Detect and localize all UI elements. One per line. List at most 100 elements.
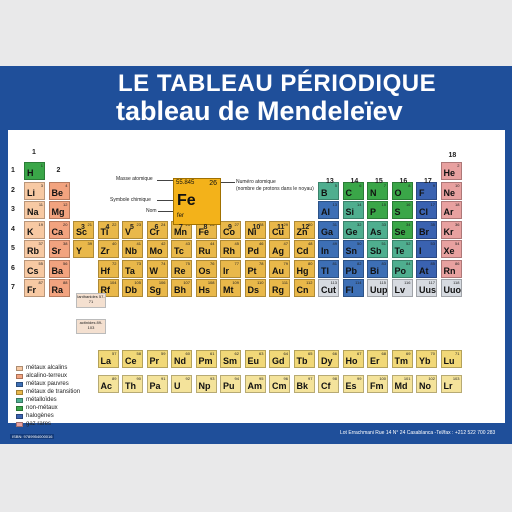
element-symbol: Te <box>394 246 405 256</box>
element-number: 19 <box>38 221 43 227</box>
element-symbol: Sn <box>345 246 358 256</box>
legend-item: métaux de transition <box>16 388 80 396</box>
element-number: 98 <box>332 376 337 381</box>
group-label: 3 <box>81 224 85 231</box>
legend-label: gaz rares <box>26 421 52 427</box>
element-at: 85 At <box>416 259 437 278</box>
legend-swatch <box>16 405 23 411</box>
legend-item: non-métaux <box>16 404 80 412</box>
element-symbol: Co <box>223 226 235 237</box>
element-number: 72 <box>112 260 117 266</box>
element-symbol: Cut <box>321 285 336 295</box>
element-symbol: Sm <box>223 356 238 366</box>
element-number: 30 <box>308 221 313 227</box>
element-number: 47 <box>283 241 288 246</box>
element-sr: 38 Sr <box>48 240 70 258</box>
element-symbol: Cl <box>419 207 428 217</box>
element-symbol: Np <box>198 381 211 391</box>
element-db: 105 Db <box>122 279 143 297</box>
element-fl: 114 Fl <box>342 279 364 297</box>
element-es: 99 Es <box>342 375 364 393</box>
element-symbol: Ta <box>125 265 135 276</box>
element-number: 87 <box>38 280 43 285</box>
element-symbol: I <box>419 246 422 256</box>
element-gd: 64 Gd <box>269 350 290 368</box>
element-y: 39 Y <box>73 240 94 258</box>
element-symbol: Th <box>125 381 136 391</box>
element-number: 1 <box>40 163 43 168</box>
element-symbol: Na <box>27 207 39 217</box>
element-number: 73 <box>136 260 141 266</box>
legend-swatch <box>16 389 23 395</box>
element-fm: 100 Fm <box>367 375 388 393</box>
element-number: 29 <box>283 221 288 227</box>
element-mo: 42 Mo <box>146 240 168 258</box>
element-pd: 46 Pd <box>244 240 266 258</box>
element-symbol: Ac <box>100 381 113 391</box>
element-symbol: Ge <box>345 226 358 237</box>
element-number: 81 <box>332 260 337 266</box>
element-number: 102 <box>428 376 435 381</box>
element-nd: 60 Nd <box>171 350 192 368</box>
element-symbol: Ag <box>272 246 284 256</box>
element-as: 33 As <box>367 220 388 239</box>
element-ni: 28 Ni <box>244 220 266 239</box>
group-label: 16 <box>399 178 408 185</box>
element-symbol: Li <box>27 187 35 198</box>
key-leader-name <box>158 211 173 212</box>
element-tc: 43 Tc <box>171 240 192 258</box>
element-symbol: Ca <box>51 226 64 237</box>
element-ag: 47 Ag <box>269 240 290 258</box>
element-in: 49 In <box>318 240 339 258</box>
element-number: 54 <box>455 241 460 246</box>
element-no: 102 No <box>416 375 437 393</box>
element-re: 75 Re <box>171 259 192 278</box>
element-symbol: Pt <box>247 265 257 276</box>
element-symbol: Se <box>394 226 406 237</box>
element-tm: 69 Tm <box>391 350 413 368</box>
element-ta: 73 Ta <box>122 259 143 278</box>
element-symbol: Zr <box>100 246 110 256</box>
group-label: 5 <box>130 224 134 231</box>
key-label-name: Nom <box>146 208 157 214</box>
element-eu: 63 Eu <box>244 350 266 368</box>
element-symbol: Mg <box>51 207 65 217</box>
group-label: 18 <box>448 152 457 159</box>
group-label: 6 <box>154 224 159 231</box>
group-label: 13 <box>326 178 334 185</box>
element-xe: 54 Xe <box>440 240 462 258</box>
element-symbol: Bh <box>174 285 186 295</box>
element-symbol: Ba <box>51 265 64 276</box>
element-number: 50 <box>357 241 362 246</box>
element-number: 109 <box>232 280 239 285</box>
element-zn: 30 Zn <box>293 220 315 239</box>
element-number: 64 <box>283 351 288 356</box>
element-symbol: As <box>370 226 382 237</box>
legend-swatch <box>16 373 23 379</box>
element-symbol: Hg <box>296 265 309 276</box>
element-yb: 70 Yb <box>416 350 437 368</box>
element-number: 58 <box>136 351 141 356</box>
group-label: 2 <box>56 167 61 174</box>
element-number: 31 <box>332 221 337 227</box>
element-number: 45 <box>234 241 239 246</box>
element-number: 55 <box>38 260 43 266</box>
element-symbol: Nb <box>125 246 137 256</box>
lanthanide-ref: lanthanides 57-71 <box>76 293 106 308</box>
element-uup: 115 Uup <box>367 279 388 297</box>
element-cut: 113 Cut <box>318 279 339 297</box>
element-symbol: Uus <box>419 285 437 295</box>
element-al: 13 Al <box>318 201 339 219</box>
element-number: 88 <box>63 280 68 285</box>
element-symbol: Pm <box>198 356 213 366</box>
element-number: 42 <box>161 241 166 246</box>
element-uus: 117 Uus <box>416 279 437 297</box>
element-number: 97 <box>308 376 313 381</box>
element-symbol: Ru <box>198 246 211 256</box>
element-symbol: Hs <box>198 285 211 295</box>
element-number: 67 <box>357 351 362 356</box>
element-number: 3 <box>40 182 43 188</box>
element-symbol: Zn <box>296 226 308 237</box>
element-symbol: V <box>125 226 132 237</box>
